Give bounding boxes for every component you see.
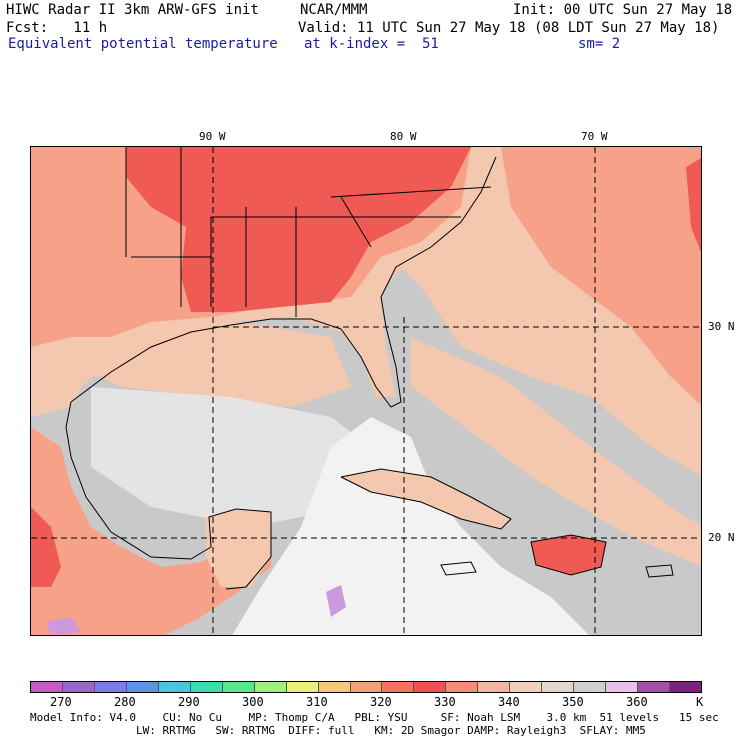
cuba-island [341, 469, 511, 529]
color-swatch [478, 682, 511, 692]
lon-label-70w: 70 W [581, 130, 608, 143]
color-scale-label: 270 [50, 695, 72, 709]
mexico-coast [65, 401, 212, 560]
color-scale-label: 360 [626, 695, 648, 709]
theta-e-map [30, 146, 702, 636]
color-swatch [126, 682, 159, 692]
color-swatch [510, 682, 543, 692]
color-scale-label: 300 [242, 695, 264, 709]
gulf-light-center [91, 387, 371, 527]
color-swatch [414, 682, 447, 692]
east-tan-strip [411, 337, 701, 567]
color-swatch [62, 682, 95, 692]
us-gulf-coast [70, 156, 497, 408]
model-info-line2: LW: RRTMG SW: RRTMG DIFF: full KM: 2D Sm… [30, 724, 646, 737]
caribbean-white-plume [232, 417, 589, 635]
k-index-label: at k-index = 51 [304, 36, 439, 52]
field-name: Equivalent potential temperature [8, 36, 278, 52]
jamaica-coast [440, 561, 477, 576]
color-swatch [350, 682, 383, 692]
color-swatch [286, 682, 319, 692]
color-swatch [94, 682, 127, 692]
yucatan-coast [208, 508, 272, 590]
color-scale-label: 340 [498, 695, 520, 709]
cuba-coast [340, 468, 512, 530]
color-scale-bar [30, 681, 702, 693]
color-swatch [574, 682, 607, 692]
color-swatch [542, 682, 575, 692]
lon-label-90w: 90 W [199, 130, 226, 143]
color-scale-label: 320 [370, 695, 392, 709]
color-swatch [670, 682, 702, 692]
mexico-hot-patch [31, 507, 61, 587]
color-swatch [222, 682, 255, 692]
lavender-patch-caribbean [326, 585, 346, 617]
lavender-patch-pacific [46, 617, 81, 635]
color-scale-label: 310 [306, 695, 328, 709]
mexico-land [31, 427, 271, 635]
color-swatch [382, 682, 415, 692]
color-swatch [254, 682, 287, 692]
color-swatch [606, 682, 639, 692]
lat-label-30n: 30 N [708, 320, 735, 333]
atlantic-warm-band [501, 147, 701, 406]
valid-time: Valid: 11 UTC Sun 27 May 18 (08 LDT Sun … [298, 20, 720, 36]
graticule [31, 147, 701, 635]
puerto-rico-coast [645, 564, 674, 578]
model-title: HIWC Radar II 3km ARW-GFS init [6, 2, 259, 18]
color-scale-label: 280 [114, 695, 136, 709]
color-scale-label: 290 [178, 695, 200, 709]
organization-label: NCAR/MMM [300, 2, 368, 18]
color-swatch [158, 682, 191, 692]
color-scale-label: 330 [434, 695, 456, 709]
map-canvas [31, 147, 701, 635]
atlantic-hot-patch [686, 158, 701, 252]
color-scale-label: K [696, 695, 704, 709]
color-swatch [190, 682, 223, 692]
hispaniola-coast [530, 534, 607, 576]
coastlines [65, 147, 674, 590]
color-swatch [446, 682, 479, 692]
forecast-hour: Fcst: 11 h [6, 20, 108, 36]
color-scale-label: 350 [562, 695, 584, 709]
hispaniola-island [531, 535, 606, 575]
southeast-hot-region [126, 147, 471, 312]
smoothing-label: sm= 2 [578, 36, 621, 52]
color-swatch [638, 682, 671, 692]
model-info-line1: Model Info: V4.0 CU: No Cu MP: Thomp C/A… [30, 711, 719, 724]
color-swatch [31, 682, 63, 692]
color-swatch [318, 682, 351, 692]
lon-label-80w: 80 W [390, 130, 417, 143]
init-time: Init: 00 UTC Sun 27 May 18 [513, 2, 733, 18]
yucatan-land [206, 509, 271, 587]
lat-label-20n: 20 N [708, 531, 735, 544]
state-borders [125, 147, 492, 317]
